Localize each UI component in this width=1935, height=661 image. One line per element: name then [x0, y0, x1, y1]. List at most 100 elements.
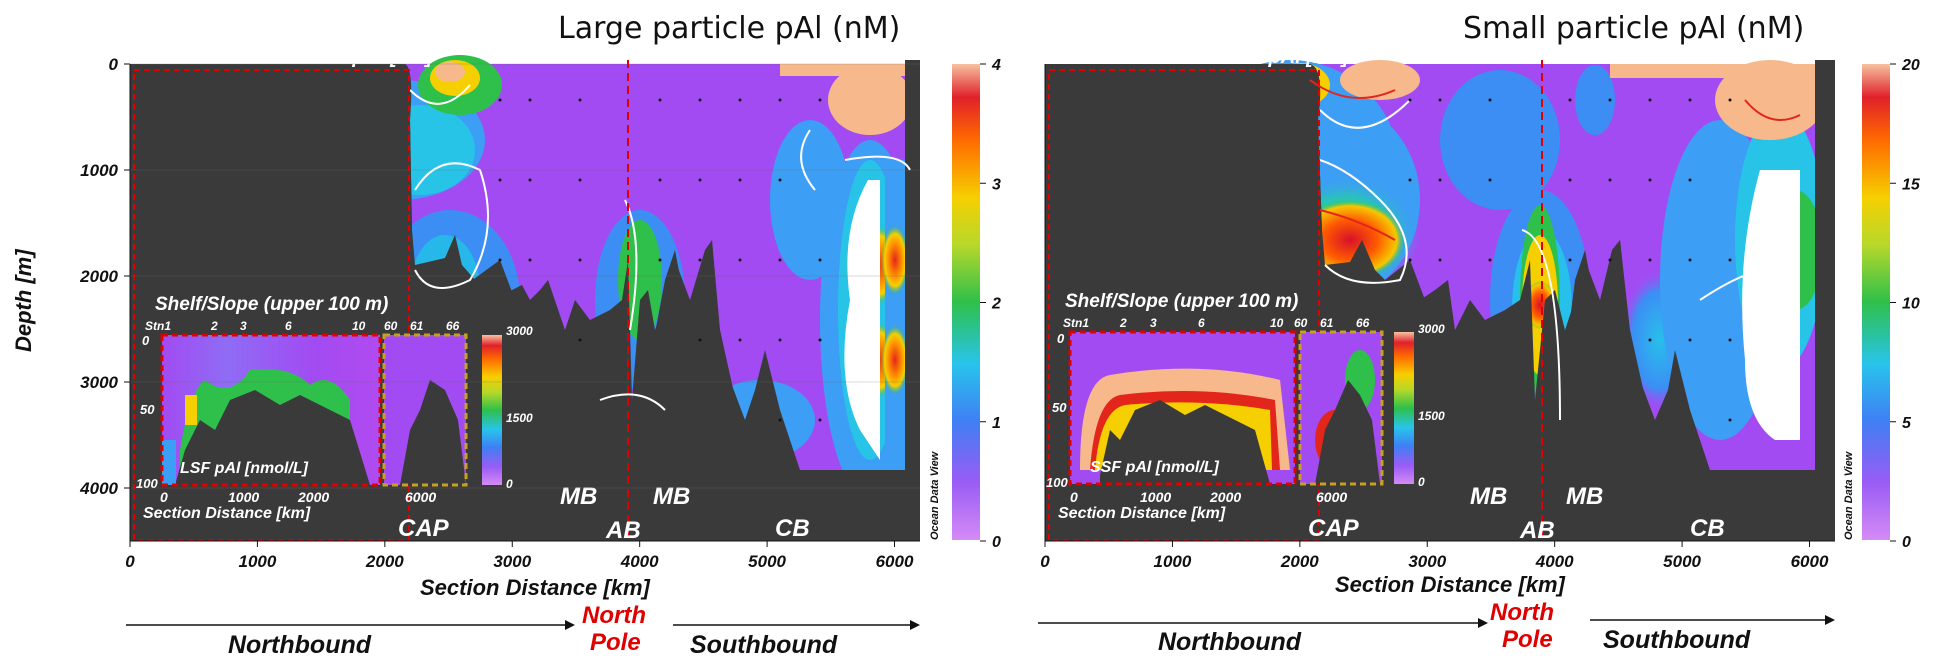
basin-cb-right: CB [1690, 515, 1725, 542]
north-left: North [582, 602, 646, 629]
colorbar-tick-label: 10 [1902, 296, 1920, 313]
x-tick-label: 0 [1040, 552, 1050, 571]
inset-x2000-right: 2000 [1209, 489, 1241, 505]
inset-x2000-left: 2000 [297, 489, 329, 505]
y-tick-label: 4000 [79, 479, 118, 498]
inset-stn-6-left: 6 [285, 319, 292, 333]
southbound-left: Southbound [690, 631, 838, 659]
basin-cap-right: CAP [1308, 515, 1360, 542]
inset-stn-66-left: 66 [446, 319, 460, 333]
y-tick-label: 0 [109, 55, 119, 74]
inset-left: Shelf/Slope (upper 100 m) Stn1 2 3 6 10 … [136, 294, 533, 522]
north-right: North [1490, 599, 1554, 626]
inset-stn-61-right: 61 [1320, 316, 1334, 330]
inset-y100-left: 100 [136, 476, 158, 491]
x-tick-label: 5000 [1663, 552, 1701, 571]
colorbar-tick-label: 15 [1902, 176, 1921, 193]
colorbar-right: 0 5 10 15 20 Ocean Data View [1843, 57, 1921, 551]
x-tick-label: 2000 [365, 552, 404, 571]
basin-cap-left: CAP [398, 515, 450, 542]
inset-stn-1-right: Stn1 [1063, 316, 1089, 330]
inset-y100-right: 100 [1046, 475, 1068, 490]
chart-title-left: Large particle pAl (nM) [558, 11, 900, 46]
inset-right: Shelf/Slope (upper 100 m) Stn1 2 3 6 10 … [1046, 291, 1445, 522]
inset-stn-10-left: 10 [352, 319, 366, 333]
inset-stn-1-left: Stn1 [145, 319, 171, 333]
y-tick-label: 1000 [80, 161, 118, 180]
inset-y0-right: 0 [1057, 331, 1065, 346]
inset-label-left: LSF pAl [nmol/L] [180, 460, 309, 477]
inset-y50-right: 50 [1052, 400, 1067, 415]
inset-stn-2-right: 2 [1119, 316, 1127, 330]
basin-mb1-left: MB [560, 483, 597, 510]
inset-stn-2-left: 2 [210, 319, 218, 333]
x-tick-label: 3000 [493, 552, 531, 571]
inset-cb-3000-left: 3000 [506, 324, 533, 338]
x-tick-label: 6000 [876, 552, 914, 571]
colorbar-tick-label: 5 [1902, 415, 1912, 432]
y-axis-label-left: Depth [m] [11, 249, 36, 352]
inset-stn-3-left: 3 [240, 319, 247, 333]
x-tick-label: 0 [125, 552, 135, 571]
basin-labels-right: CAP MB AB MB CB [1308, 483, 1725, 544]
inset-stn-6-right: 6 [1198, 316, 1205, 330]
x-tick-label: 1000 [239, 552, 277, 571]
x-tick-label: 3000 [1408, 552, 1446, 571]
inset-xlabel-right: Section Distance [km] [1058, 505, 1226, 522]
x-tick-label: 1000 [1154, 552, 1192, 571]
inset-y0-left: 0 [142, 333, 150, 348]
colorbar-tick-label: 0 [992, 534, 1001, 551]
x-tick-label: 6000 [1791, 552, 1829, 571]
direction-right: Northbound North Pole Southbound [1038, 599, 1835, 656]
pole-left: Pole [590, 629, 641, 656]
basin-labels-left: CAP MB AB MB CB [398, 483, 810, 544]
inset-stn-61-left: 61 [410, 319, 424, 333]
northbound-right: Northbound [1158, 628, 1302, 656]
inset-cb-0-left: 0 [506, 477, 513, 491]
colorbar-tick-label: 20 [1901, 57, 1920, 74]
inset-stn-3-right: 3 [1150, 316, 1157, 330]
axes-left: 0 1000 2000 3000 4000 5000 6000 01000200030004… [11, 55, 920, 600]
inset-title-right: Shelf/Slope (upper 100 m) [1065, 291, 1298, 312]
x-tick-label: 4000 [620, 552, 659, 571]
basin-ab-right: AB [1519, 517, 1555, 544]
inset-y50-left: 50 [140, 402, 155, 417]
northbound-left: Northbound [228, 631, 372, 659]
colorbar-tick-label: 0 [1902, 534, 1911, 551]
inset-cb-3000-right: 3000 [1418, 322, 1445, 336]
colorbar-tick-label: 1 [992, 415, 1001, 432]
inset-cb-1500-right: 1500 [1418, 409, 1445, 423]
basin-mb2-right: MB [1566, 483, 1603, 510]
y-tick-label: 3000 [80, 373, 118, 392]
colorbar-left: 0 1 2 3 4 Ocean Data View [929, 57, 1001, 551]
axes-right: 0 1000 2000 3000 4000 5000 6000 Section Distan… [1040, 64, 1835, 597]
inset-x0-left: 0 [160, 489, 168, 505]
odv-credit-left: Ocean Data View [929, 450, 941, 540]
chart-title-right: Small particle pAl (nM) [1463, 11, 1804, 46]
inset-xlabel-left: Section Distance [km] [143, 505, 311, 522]
x-tick-label: 2000 [1280, 552, 1319, 571]
inset-x1000-left: 1000 [228, 489, 259, 505]
inset-x1000-right: 1000 [1140, 489, 1171, 505]
x-axis-label-right: Section Distance [km] [1335, 572, 1566, 597]
inset-x6000-right: 6000 [1316, 489, 1347, 505]
colorbar-tick-label: 3 [992, 176, 1001, 193]
contour-header-right: White Contours: SSF pAl [nM] [1063, 46, 1350, 68]
colorbar-tick-label: 4 [991, 57, 1001, 74]
inset-x6000-left: 6000 [405, 489, 436, 505]
x-tick-label: 5000 [748, 552, 786, 571]
inset-stn-60-left: 60 [384, 319, 398, 333]
contour-header-left: White Contours: LSF pAl [nM] [148, 46, 434, 68]
basin-cb-left: CB [775, 515, 810, 542]
southbound-right: Southbound [1603, 626, 1751, 654]
odv-credit-right: Ocean Data View [1843, 450, 1855, 540]
inset-label-right: SSF pAl [nmol/L] [1090, 459, 1220, 476]
inset-title-left: Shelf/Slope (upper 100 m) [155, 294, 388, 315]
pole-right: Pole [1502, 626, 1553, 653]
x-tick-label: 4000 [1535, 552, 1574, 571]
colorbar-tick-label: 2 [991, 296, 1001, 313]
inset-stn-66-right: 66 [1356, 316, 1370, 330]
y-tick-label: 2000 [79, 267, 118, 286]
x-axis-label-left: Section Distance [km] [420, 575, 651, 600]
